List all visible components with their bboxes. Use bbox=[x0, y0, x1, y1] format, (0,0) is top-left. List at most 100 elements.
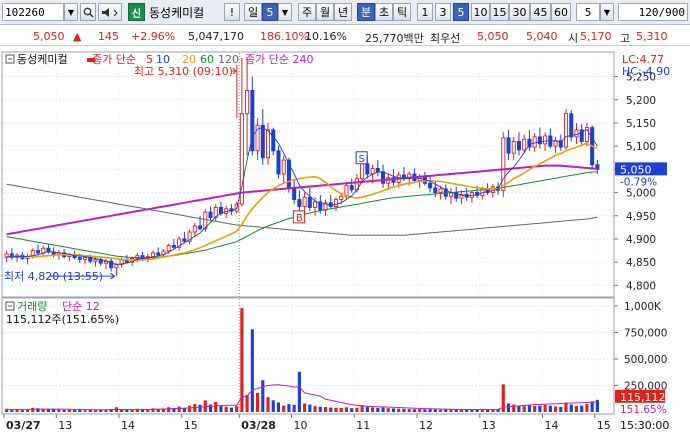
interval-60[interactable]: 60 bbox=[551, 3, 571, 21]
interval-30[interactable]: 30 bbox=[509, 3, 530, 21]
volume-bar bbox=[73, 410, 77, 412]
tab-week[interactable]: 주 bbox=[298, 3, 316, 21]
interval-5[interactable]: 5 bbox=[453, 3, 469, 21]
open-label: 시 bbox=[568, 32, 579, 45]
candle-body bbox=[239, 113, 244, 205]
candle-body bbox=[208, 211, 213, 219]
volume-tick-label: 750,000 bbox=[624, 328, 667, 340]
candle-body bbox=[381, 171, 386, 184]
volume-bar bbox=[475, 409, 479, 412]
legend-ma-10: 10 bbox=[156, 53, 170, 66]
interval-1[interactable]: 1 bbox=[417, 3, 433, 21]
candle-body bbox=[506, 137, 511, 154]
volume-bar bbox=[125, 409, 129, 412]
buy-signal-marker[interactable] bbox=[292, 210, 305, 224]
tab-month[interactable]: 월 bbox=[316, 3, 334, 21]
stock-code-value: 102260 bbox=[5, 5, 45, 19]
time-tick-label: 13 bbox=[482, 419, 496, 432]
candle-body bbox=[365, 163, 370, 175]
candle-body bbox=[4, 253, 9, 258]
volume-bar bbox=[595, 399, 599, 412]
volume-bar bbox=[418, 409, 422, 412]
stock-chart[interactable]: 최고 5,310 (09:10) 최저 4,820 (13:55) S B 5,250… bbox=[0, 50, 690, 435]
code-dropdown-icon[interactable]: ▼ bbox=[64, 3, 78, 21]
interval-10[interactable]: 10 bbox=[471, 3, 490, 21]
period-day-button[interactable]: 일 bbox=[244, 3, 262, 21]
alert-button[interactable]: ! bbox=[224, 3, 240, 21]
candle-body bbox=[433, 187, 438, 194]
candle-body bbox=[292, 187, 297, 200]
interval-select[interactable]: 5 bbox=[576, 3, 600, 21]
tab-tick[interactable]: 틱 bbox=[393, 3, 411, 21]
interval-15[interactable]: 15 bbox=[490, 3, 509, 21]
candle-body bbox=[245, 90, 250, 115]
tab-second[interactable]: 초 bbox=[375, 3, 393, 21]
open-price: 5,170 bbox=[580, 30, 612, 43]
candle-body bbox=[563, 113, 569, 148]
current-price: 5,050 bbox=[33, 30, 65, 43]
volume-bar bbox=[428, 409, 432, 412]
volume-total: 5,047,170 bbox=[188, 30, 244, 43]
trade-amount: 25,770백만 bbox=[365, 32, 424, 45]
ma5-line bbox=[6, 127, 598, 265]
volume-bar bbox=[161, 408, 166, 412]
speaker-icon[interactable] bbox=[98, 3, 122, 21]
volume-bar bbox=[517, 405, 521, 412]
volume-bar bbox=[135, 408, 139, 412]
volume-bar bbox=[245, 395, 249, 412]
volume-bar bbox=[104, 409, 108, 412]
volume-bar bbox=[271, 400, 275, 412]
volume-ma-line bbox=[6, 384, 598, 411]
volume-legend: 거래량 단순 12 115,112주(151.65%) bbox=[5, 300, 119, 326]
volume-bar bbox=[491, 409, 495, 412]
interval-dropdown-icon[interactable]: ▼ bbox=[600, 3, 614, 21]
volume-ratio: 186.10% bbox=[260, 30, 309, 43]
volume-bar bbox=[423, 409, 427, 412]
volume-bar bbox=[287, 404, 291, 412]
volume-bar bbox=[376, 407, 380, 412]
candle-body bbox=[428, 182, 433, 189]
buy-signal-label: B bbox=[296, 213, 303, 224]
period-dropdown-icon[interactable]: ▼ bbox=[278, 3, 292, 21]
candle-body bbox=[501, 137, 506, 191]
candle-body bbox=[150, 252, 156, 258]
volume-bar bbox=[46, 409, 51, 412]
volume-bar bbox=[459, 409, 464, 412]
period-day-value[interactable]: 5 bbox=[262, 3, 278, 21]
volume-bar bbox=[360, 405, 364, 412]
candle-body bbox=[192, 225, 197, 233]
price-tick-label: 5,200 bbox=[626, 95, 656, 107]
high-label: 고 bbox=[620, 32, 631, 45]
candle-body bbox=[333, 199, 339, 207]
search-icon[interactable] bbox=[80, 3, 96, 21]
interval-45[interactable]: 45 bbox=[530, 3, 551, 21]
volume-bar bbox=[156, 409, 160, 412]
bar-count-display[interactable]: 120/900 bbox=[618, 3, 688, 21]
ma120-line bbox=[6, 183, 598, 236]
stock-code-input[interactable]: 102260 bbox=[2, 3, 64, 21]
price-pane[interactable] bbox=[1, 51, 615, 298]
volume-bar bbox=[151, 408, 155, 412]
high-price: 5,310 bbox=[636, 30, 668, 43]
candle-body bbox=[511, 141, 516, 154]
tab-year[interactable]: 년 bbox=[334, 3, 352, 21]
ma240-line bbox=[6, 164, 598, 236]
candle-body bbox=[255, 124, 260, 152]
candle-body bbox=[83, 257, 88, 260]
volume-bar bbox=[480, 409, 484, 412]
legend-stock-name: 동성케미컬 bbox=[17, 53, 68, 66]
volume-bar bbox=[496, 409, 500, 412]
sell-signal-marker[interactable] bbox=[355, 151, 368, 165]
volume-bar bbox=[62, 409, 66, 412]
candle-body bbox=[265, 129, 271, 159]
volume-bar bbox=[438, 409, 443, 412]
candle-body bbox=[558, 140, 563, 148]
volume-bar bbox=[177, 406, 181, 412]
sell-signal-label: S bbox=[359, 154, 365, 165]
tab-minute[interactable]: 분 bbox=[357, 3, 375, 21]
volume-pane[interactable] bbox=[1, 297, 615, 415]
volume-bar bbox=[574, 406, 579, 412]
price-tick-label: 5,000 bbox=[626, 188, 656, 200]
candle-body bbox=[198, 225, 203, 230]
interval-3[interactable]: 3 bbox=[435, 3, 451, 21]
